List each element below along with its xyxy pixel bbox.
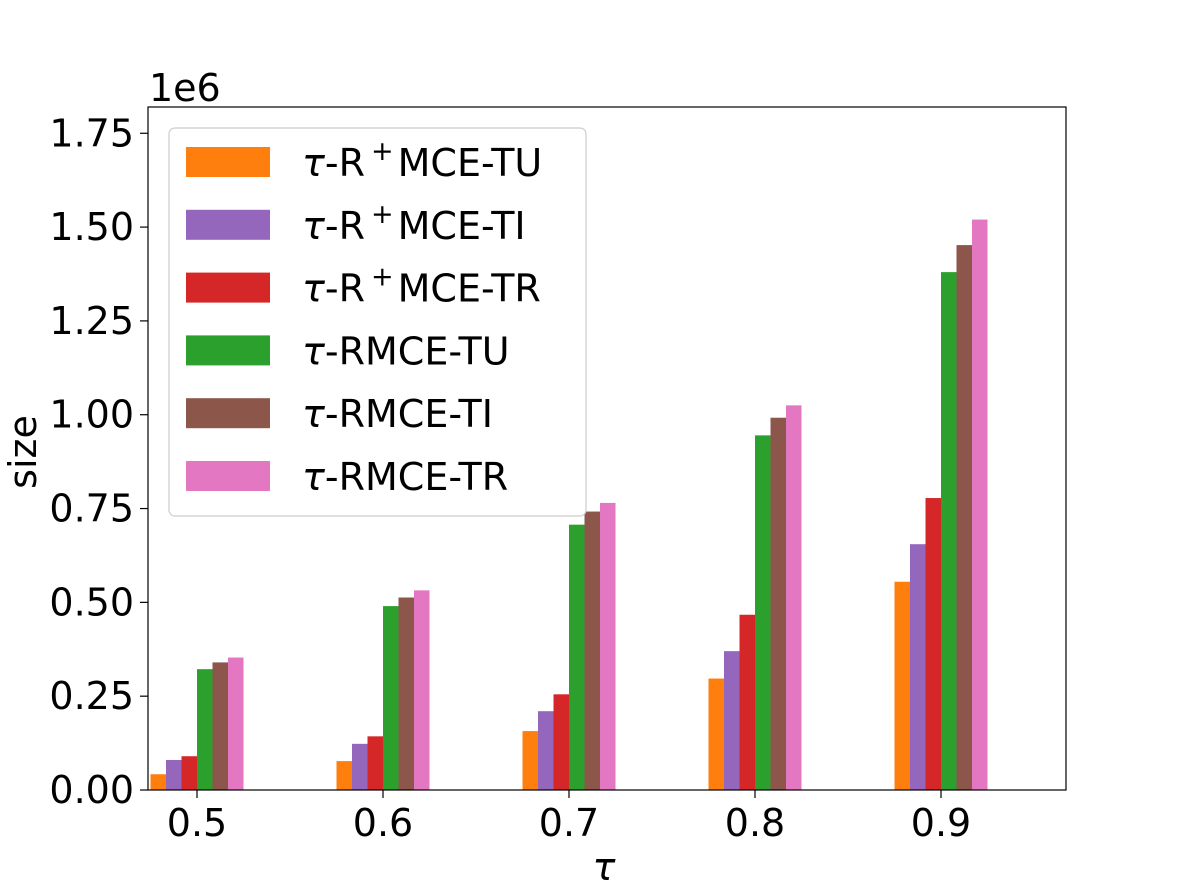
bars-group	[150, 219, 988, 791]
legend-swatch	[186, 272, 270, 303]
bar	[569, 524, 585, 790]
legend-label: τ-RMCE-TU	[302, 329, 510, 373]
bar	[383, 606, 399, 790]
bar	[584, 511, 600, 790]
bar	[956, 245, 972, 791]
y-tick-label: 1.00	[49, 393, 134, 437]
x-tick-label: 0.7	[539, 801, 599, 845]
bar	[553, 694, 569, 790]
bar	[398, 597, 414, 790]
y-tick-label: 0.50	[49, 580, 134, 624]
x-tick-label: 0.6	[353, 801, 413, 845]
bar	[708, 678, 724, 790]
y-tick-label: 1.75	[49, 111, 134, 155]
bar	[925, 498, 941, 790]
legend-swatch	[186, 147, 270, 177]
bar	[181, 756, 197, 790]
y-tick-label: 0.25	[49, 674, 134, 718]
bar	[228, 657, 244, 790]
bar	[522, 731, 538, 790]
bar	[166, 759, 182, 790]
bar	[538, 711, 554, 790]
y-tick-label: 0.75	[49, 487, 134, 531]
y-offset-label: 1e6	[149, 66, 221, 110]
x-axis-label: τ	[593, 845, 617, 888]
bar	[352, 743, 368, 790]
legend-label: τ-RMCE-TR	[302, 455, 508, 499]
legend-label: τ-RMCE-TI	[302, 392, 493, 436]
legend: τ-R + MCE-TU τ-R + MCE-TI τ-R + MCE-TR τ-RMCE-TU τ…	[168, 127, 587, 517]
plot-frame	[147, 106, 1067, 791]
bar	[894, 581, 910, 790]
bar	[600, 502, 616, 790]
legend-swatch	[186, 461, 270, 491]
legend-frame	[168, 127, 587, 517]
x-axis-ticks: 0.5 0.6 0.7 0.8 0.9	[167, 790, 971, 845]
bar	[755, 435, 771, 790]
bar	[941, 272, 957, 791]
legend-swatch	[186, 398, 270, 429]
bar	[367, 736, 383, 790]
y-tick-label: 0.00	[49, 768, 134, 812]
bar	[739, 614, 755, 790]
legend-swatch	[186, 209, 270, 240]
bar	[786, 405, 802, 790]
bar	[414, 590, 430, 790]
y-axis-ticks: 0.00 0.25 0.50 0.75 1.00 1.25 1.50 1.75	[49, 111, 148, 812]
bar	[212, 662, 228, 790]
x-tick-label: 0.9	[911, 801, 971, 845]
bar	[197, 669, 213, 790]
legend-swatch	[186, 335, 270, 366]
legend-label: τ-R + MCE-TU	[302, 136, 542, 185]
x-tick-label: 0.8	[725, 801, 785, 845]
y-tick-label: 1.50	[49, 205, 134, 249]
bar	[724, 651, 740, 790]
legend-label: τ-R + MCE-TI	[302, 199, 526, 248]
bar	[150, 774, 166, 790]
bar	[910, 544, 926, 790]
bar	[336, 761, 352, 790]
bar	[972, 219, 988, 791]
x-tick-label: 0.5	[167, 801, 227, 845]
bar	[770, 417, 786, 790]
y-tick-label: 1.25	[49, 299, 134, 343]
legend-label: τ-R + MCE-TR	[302, 262, 541, 311]
y-axis-label: size	[1, 415, 45, 489]
